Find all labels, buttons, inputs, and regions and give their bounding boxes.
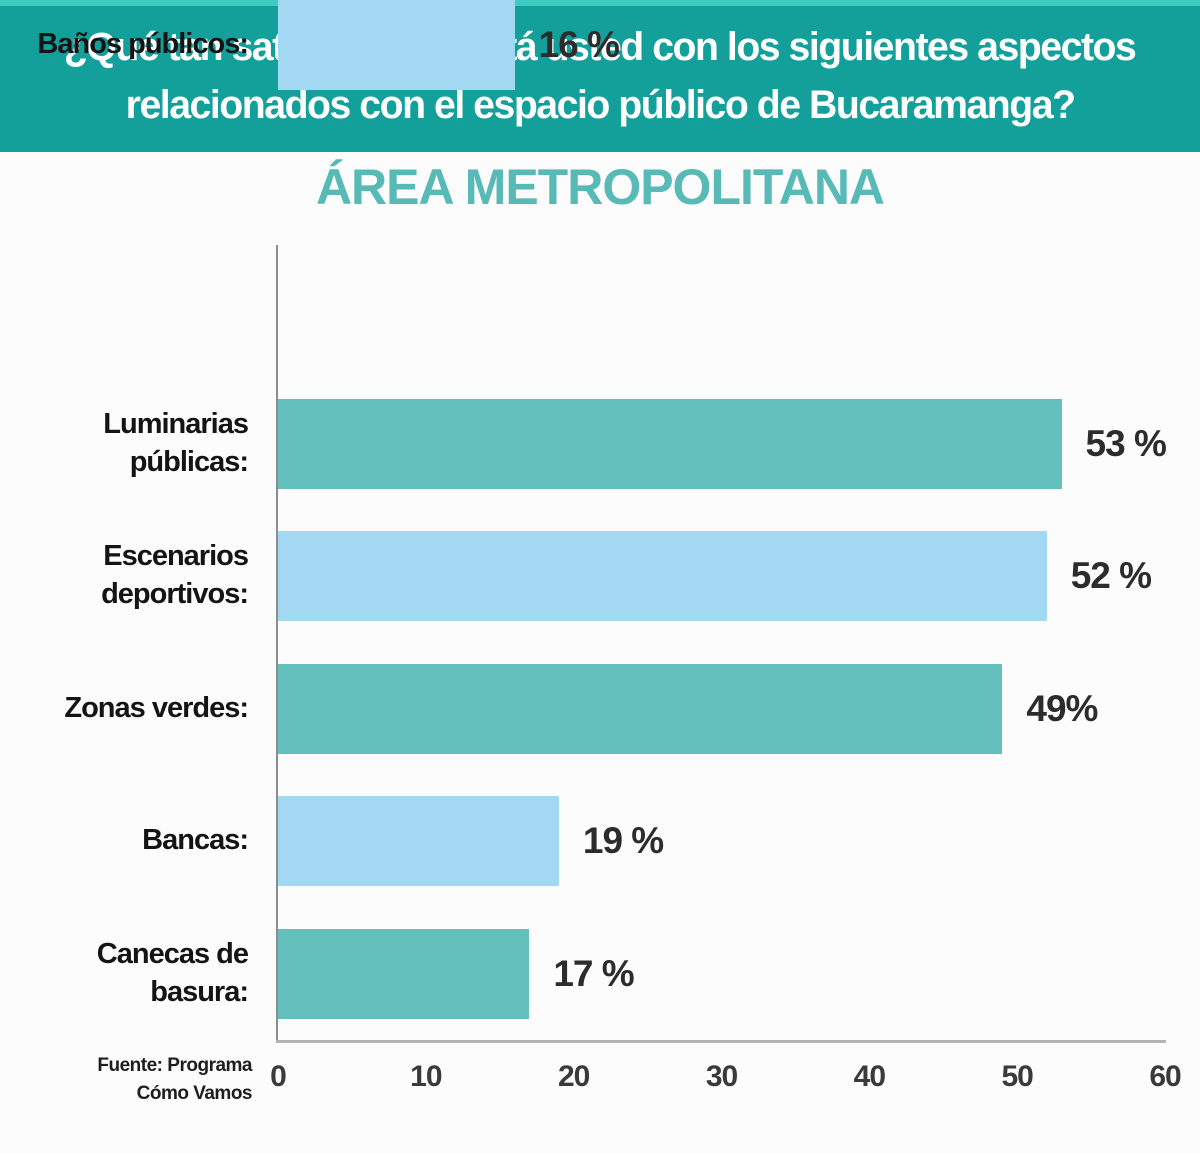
- bar-value: 16 %: [538, 24, 620, 65]
- category-label-line2: públicas:: [129, 446, 249, 478]
- x-axis-tick: 60: [1149, 1060, 1181, 1093]
- x-axis-tick: 0: [270, 1060, 287, 1093]
- x-axis-tick: 20: [557, 1060, 590, 1093]
- category-label: Canecas de basura:: [0, 929, 258, 1019]
- category-label: Bancas:: [0, 796, 258, 886]
- question-title-line2: relacionados con el espacio público de B…: [125, 83, 1076, 127]
- y-axis-line: [276, 245, 278, 1042]
- bar-value: 52 %: [1070, 555, 1152, 596]
- category-label-line1: Zonas verdes:: [64, 692, 249, 725]
- bar-value: 17 %: [553, 953, 634, 994]
- bar-value: 53 %: [1085, 423, 1167, 464]
- category-label-line1: Canecas de basura:: [96, 938, 249, 1008]
- source-note: Fuente: Programa Cómo Vamos: [40, 1052, 252, 1107]
- bar: [278, 531, 1047, 621]
- category-label-line1: Baños públicos:: [37, 28, 249, 61]
- x-axis-tick: 30: [705, 1060, 738, 1093]
- chart-row: Canecas de basura: 17 %: [0, 929, 1200, 1019]
- bar: [278, 399, 1062, 489]
- bar-value: 49%: [1026, 688, 1098, 729]
- category-label-line1: Luminarias: [103, 408, 249, 441]
- category-label-line1: Escenarios: [103, 540, 249, 573]
- x-axis-tick: 40: [853, 1060, 886, 1093]
- category-label: Baños públicos:: [0, 0, 258, 90]
- bar: [278, 929, 530, 1019]
- chart-row: Zonas verdes: 49%: [0, 664, 1200, 754]
- x-axis-line: [276, 1040, 1166, 1043]
- chart-row: Bancas: 19 %: [0, 796, 1200, 886]
- category-label: Escenarios deportivos:: [0, 531, 258, 621]
- category-label-line2: deportivos:: [101, 578, 249, 610]
- bar: [278, 796, 559, 886]
- source-line1: Fuente: Programa: [97, 1055, 252, 1076]
- x-axis-tick: 10: [410, 1060, 442, 1093]
- source-line2: Cómo Vamos: [136, 1082, 253, 1104]
- bar: [278, 664, 1003, 754]
- category-label: Zonas verdes:: [0, 664, 258, 754]
- chart-row: Escenarios deportivos: 52 %: [0, 531, 1200, 621]
- bar-value: 19 %: [582, 820, 664, 861]
- banner-top-edge: [0, 0, 1200, 6]
- question-title-line1: ¿Qué tan satisfecho(a) está usted con lo…: [64, 25, 1137, 69]
- chart-row: Baños públicos: 16 %: [0, 0, 1200, 90]
- bar: [278, 0, 515, 90]
- chart-row: Luminarias públicas: 53 %: [0, 399, 1200, 489]
- category-label-line1: Bancas:: [142, 824, 249, 857]
- chart-subtitle: ÁREA METROPOLITANA: [315, 159, 885, 215]
- category-label: Luminarias públicas:: [0, 399, 258, 489]
- question-banner: ¿Qué tan satisfecho(a) está usted con lo…: [0, 0, 1200, 152]
- x-axis-tick: 50: [1001, 1060, 1033, 1093]
